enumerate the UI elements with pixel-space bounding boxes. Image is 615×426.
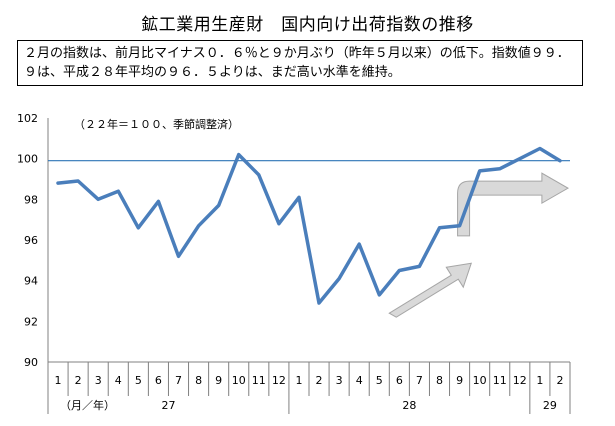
y-tick-label: 90 [24,356,38,369]
year-label: 29 [543,399,557,412]
x-tick-label: 2 [75,374,82,387]
x-tick-label: 8 [195,374,202,387]
y-tick-label: 96 [24,234,38,247]
y-tick-label: 94 [24,275,38,288]
summary-note: ２月の指数は、前月比マイナス０．６％と９か月ぶり（昨年５月以来）の低下。指数値９… [17,40,583,86]
x-unit-label: （月／年） [60,398,115,412]
x-tick-label: 1 [536,374,543,387]
x-tick-label: 11 [252,374,266,387]
x-tick-label: 2 [316,374,323,387]
y-tick-label: 92 [24,315,38,328]
x-tick-label: 4 [115,374,122,387]
x-tick-label: 5 [135,374,142,387]
x-tick-label: 11 [493,374,507,387]
chart-title: 鉱工業用生産財 国内向け出荷指数の推移 [141,15,474,35]
y-tick-label: 102 [17,112,38,125]
annotation-label: （２２年＝１００、季節調整済） [74,117,239,131]
x-tick-label: 3 [336,374,343,387]
x-tick-label: 5 [376,374,383,387]
year-label: 27 [161,399,175,412]
x-tick-label: 10 [473,374,487,387]
x-tick-label: 6 [396,374,403,387]
x-tick-label: 2 [556,374,563,387]
series-line [56,146,562,305]
x-tick-label: 1 [55,374,62,387]
x-tick-label: 12 [272,374,286,387]
x-tick-label: 7 [175,374,182,387]
x-tick-label: 3 [95,374,102,387]
year-label: 28 [402,399,416,412]
x-tick-label: 6 [155,374,162,387]
x-tick-label: 8 [436,374,443,387]
uptrend-arrow [388,262,473,318]
y-tick-label: 98 [24,193,38,206]
y-tick-label: 100 [17,153,38,166]
x-tick-label: 9 [456,374,463,387]
x-tick-label: 12 [513,374,527,387]
x-tick-label: 4 [356,374,363,387]
x-tick-label: 9 [215,374,222,387]
x-tick-label: 7 [416,374,423,387]
x-tick-label: 10 [232,374,246,387]
x-tick-label: 1 [295,374,302,387]
